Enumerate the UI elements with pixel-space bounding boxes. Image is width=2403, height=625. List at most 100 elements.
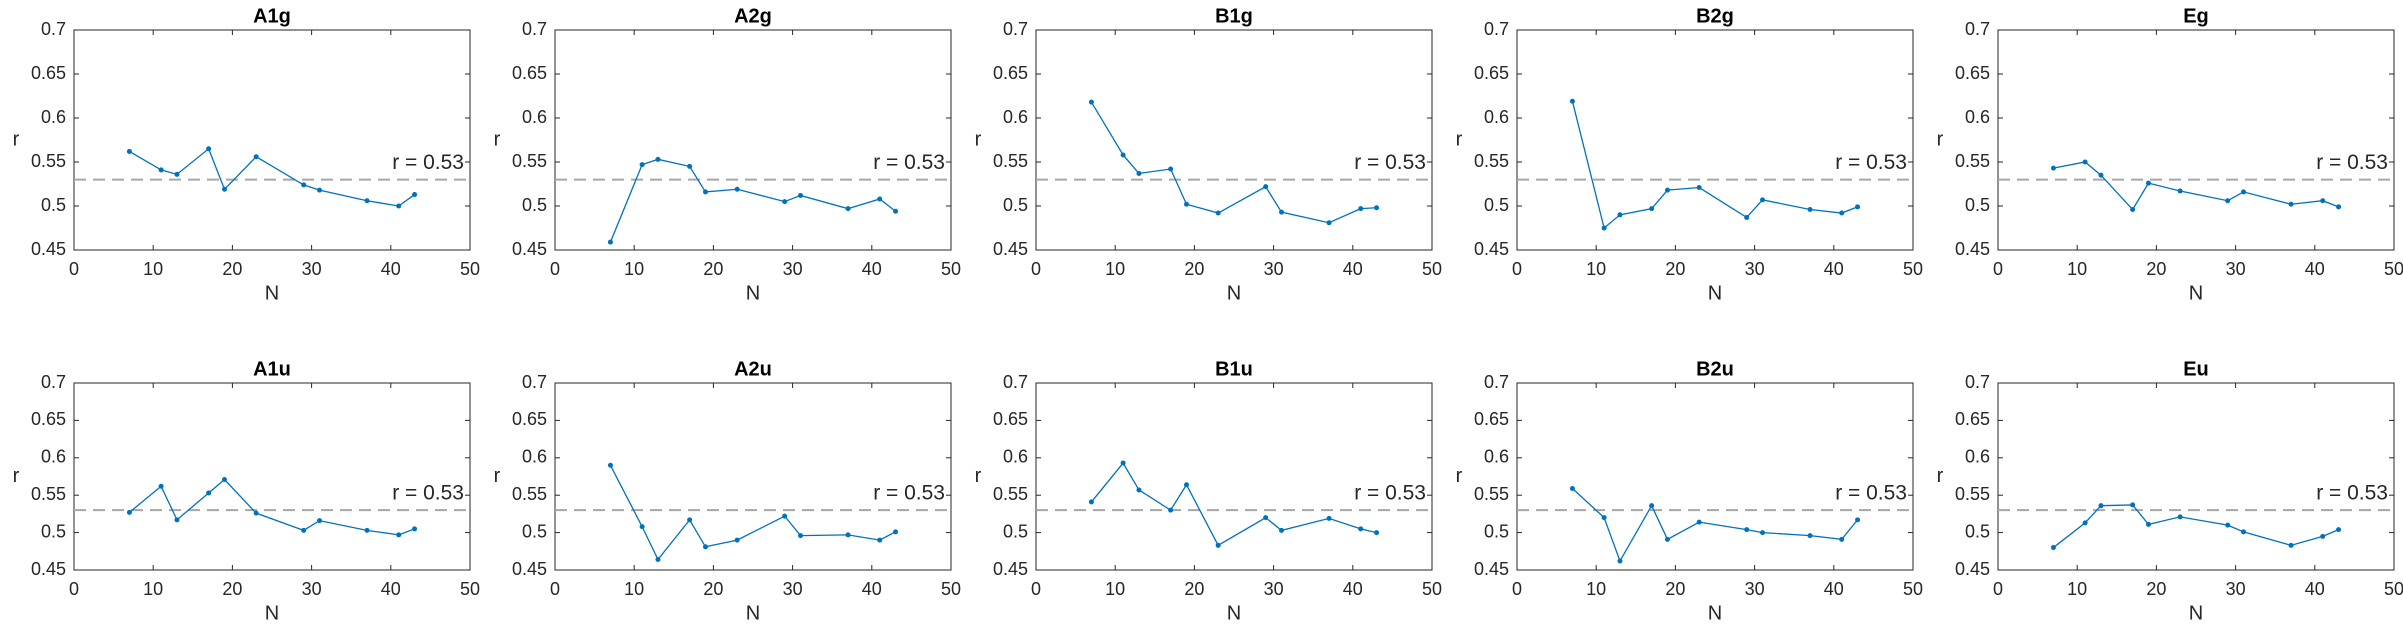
data-point [1263, 184, 1269, 190]
x-tick-label: 0 [1993, 259, 2003, 279]
x-axis-label: N [2189, 602, 2203, 624]
data-point [126, 509, 132, 515]
y-tick-label: 0.45 [1955, 239, 1990, 259]
series-line [2053, 161, 2339, 211]
y-tick-label: 0.55 [1474, 484, 1509, 504]
annotation: r = 0.53 [2316, 151, 2388, 174]
x-tick-label: 30 [2226, 259, 2246, 279]
y-axis-label: r [494, 128, 501, 150]
x-tick-label: 30 [1264, 259, 1284, 279]
data-point [317, 187, 323, 193]
data-point [1358, 526, 1364, 532]
x-tick-label: 0 [69, 579, 79, 599]
x-tick-label: 10 [1586, 579, 1606, 599]
y-tick-label: 0.55 [512, 151, 547, 171]
data-point [158, 483, 164, 489]
axes-box [554, 29, 952, 251]
data-point [845, 206, 851, 212]
x-tick-label: 10 [143, 579, 163, 599]
x-tick-label: 40 [1343, 259, 1363, 279]
data-point [2177, 188, 2183, 194]
x-tick-label: 50 [2384, 579, 2403, 599]
subplot: 0 10 20 30 40 50 0.45 0.5 0.55 0.6 0.65 0.7 Eg Nr r = … [1937, 5, 2403, 304]
data-point [2082, 159, 2088, 165]
x-tick-label: 10 [1105, 579, 1125, 599]
y-tick-label: 0.45 [1474, 239, 1509, 259]
data-point [253, 154, 259, 160]
annotation: r = 0.53 [873, 482, 945, 505]
x-axis-label: N [265, 282, 279, 304]
data-point [2241, 529, 2247, 535]
data-point [734, 186, 740, 192]
y-tick-label: 0.6 [1965, 107, 1990, 127]
data-point [253, 510, 259, 516]
y-axis-label: r [975, 465, 982, 487]
x-tick-label: 0 [550, 259, 560, 279]
x-tick-label: 20 [222, 579, 242, 599]
chart-title: B1u [1215, 358, 1253, 380]
x-tick-label: 30 [783, 579, 803, 599]
data-point [1855, 517, 1861, 523]
data-point [1569, 485, 1575, 491]
x-tick-label: 30 [2226, 579, 2246, 599]
data-point [1744, 527, 1750, 533]
axes-box [73, 29, 471, 251]
y-tick-label: 0.6 [1484, 447, 1509, 467]
data-point [1088, 99, 1094, 105]
data-point [221, 186, 227, 192]
data-point [1807, 533, 1813, 539]
subplot: 0 10 20 30 40 50 0.45 0.5 0.55 0.6 0.65 0.7 B1u Nr r =… [975, 358, 1442, 624]
annotation: r = 0.53 [1835, 151, 1907, 174]
data-point [126, 148, 132, 154]
x-tick-label: 50 [1422, 579, 1442, 599]
x-axis-label: N [2189, 282, 2203, 304]
axes-box [1035, 382, 1433, 571]
data-point [2098, 172, 2104, 178]
x-tick-label: 10 [2067, 579, 2087, 599]
x-tick-label: 30 [302, 579, 322, 599]
data-point [1279, 209, 1285, 215]
x-tick-label: 40 [1824, 259, 1844, 279]
data-point [1664, 187, 1670, 193]
data-point [301, 527, 307, 533]
data-point [174, 517, 180, 523]
data-point [1617, 558, 1623, 564]
y-tick-label: 0.6 [1965, 447, 1990, 467]
data-point [607, 239, 613, 245]
x-tick-label: 0 [69, 259, 79, 279]
y-tick-label: 0.65 [1955, 409, 1990, 429]
y-tick-label: 0.5 [41, 195, 66, 215]
series-line [2053, 504, 2339, 549]
x-tick-label: 50 [2384, 259, 2403, 279]
y-axis-label: r [1456, 128, 1463, 150]
data-point [2241, 189, 2247, 195]
data-point [687, 517, 693, 523]
data-point [798, 533, 804, 539]
x-axis-label: N [1708, 282, 1722, 304]
y-tick-label: 0.6 [1003, 107, 1028, 127]
x-tick-label: 50 [941, 579, 961, 599]
y-tick-label: 0.65 [1955, 63, 1990, 83]
data-point [1358, 206, 1364, 212]
data-point [206, 490, 212, 496]
data-point [639, 524, 645, 530]
x-tick-label: 0 [550, 579, 560, 599]
axes-box [1997, 29, 2395, 251]
y-axis-label: r [1937, 465, 1944, 487]
y-tick-label: 0.5 [1965, 195, 1990, 215]
data-point [2320, 198, 2326, 204]
chart-title: A1u [253, 358, 291, 380]
y-axis-label: r [1456, 465, 1463, 487]
y-tick-label: 0.6 [1003, 447, 1028, 467]
x-tick-label: 50 [1903, 579, 1923, 599]
x-tick-label: 10 [624, 579, 644, 599]
y-tick-label: 0.6 [522, 107, 547, 127]
y-tick-label: 0.7 [1965, 372, 1990, 392]
y-tick-label: 0.45 [993, 559, 1028, 579]
data-point [1601, 225, 1607, 231]
data-point [221, 476, 227, 482]
data-point [1168, 507, 1174, 513]
x-tick-label: 30 [1745, 579, 1765, 599]
y-tick-label: 0.6 [522, 447, 547, 467]
data-point [1601, 515, 1607, 521]
